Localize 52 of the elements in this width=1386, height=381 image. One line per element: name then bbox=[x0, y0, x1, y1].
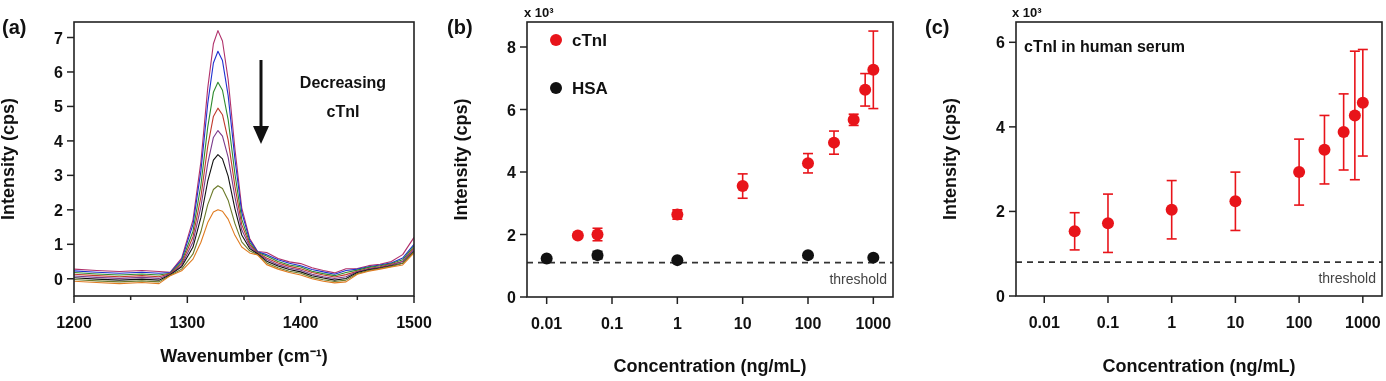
y-tick-label: 1 bbox=[54, 236, 64, 254]
annotation: cTnI in human serum bbox=[1024, 38, 1185, 55]
annotation: Decreasing cTnI bbox=[299, 74, 387, 120]
y-tick-label: 0 bbox=[507, 289, 517, 306]
x-tick-label: 10 bbox=[1226, 314, 1245, 331]
y-tick-label: 8 bbox=[507, 39, 517, 56]
x-tick-label: 1500 bbox=[396, 314, 432, 331]
x-axis-title: Wavenumber (cm⁻¹) bbox=[160, 346, 328, 366]
y-tick-label: 4 bbox=[996, 118, 1006, 136]
x-tick-label: 1300 bbox=[169, 314, 206, 331]
text: x 10³ bbox=[1012, 5, 1043, 20]
x-tick-label: 1 bbox=[672, 315, 682, 332]
y-tick-label: 5 bbox=[54, 98, 64, 116]
y-tick-label: 6 bbox=[996, 34, 1006, 52]
x-axis-title: Concentration (ng/mL) bbox=[613, 356, 807, 376]
line-series bbox=[74, 185, 414, 283]
chart-title: (b) bbox=[447, 16, 473, 38]
x-tick-label: 1400 bbox=[282, 314, 319, 331]
x-tick-label: 0.1 bbox=[600, 315, 624, 332]
x-tick-label: 1200 bbox=[56, 314, 92, 331]
y-tick-label: 0 bbox=[54, 270, 64, 288]
y-tick-label: 0 bbox=[996, 288, 1006, 305]
y-tick-label: 6 bbox=[54, 63, 64, 81]
x-tick-label: 100 bbox=[794, 315, 822, 332]
legend-label: HSA bbox=[572, 79, 608, 98]
y-axis-title: Intensity (cps) bbox=[451, 98, 471, 221]
y-tick-label: 6 bbox=[507, 101, 517, 119]
x-tick-label: 1 bbox=[1167, 314, 1177, 331]
y-tick-label: 2 bbox=[996, 203, 1006, 221]
x-axis-title: Concentration (ng/mL) bbox=[1102, 356, 1296, 376]
y-axis-title: Intensity (cps) bbox=[0, 97, 18, 221]
x-tick-label: 1000 bbox=[1345, 314, 1381, 331]
x-tick-label: 0.01 bbox=[531, 315, 563, 332]
x-tick-label: 1000 bbox=[855, 315, 892, 332]
y-tick-label: 2 bbox=[54, 201, 64, 219]
x-tick-label: 10 bbox=[733, 315, 752, 332]
y-axis-title: Intensity (cps) bbox=[940, 97, 960, 221]
y-tick-label: 4 bbox=[507, 164, 517, 181]
x-tick-label: 0.1 bbox=[1096, 314, 1120, 331]
chart-title: (c) bbox=[925, 16, 950, 38]
x-tick-label: 100 bbox=[1285, 314, 1313, 331]
ref-line-label: threshold bbox=[1318, 270, 1376, 287]
x-tick-label: 0.01 bbox=[1028, 314, 1060, 331]
y-tick-label: 4 bbox=[54, 132, 64, 150]
y-tick-label: 2 bbox=[507, 226, 517, 244]
y-tick-label: 3 bbox=[54, 167, 64, 185]
line-series bbox=[74, 209, 414, 285]
ref-line-label: threshold bbox=[829, 270, 887, 287]
text: x 10³ bbox=[524, 5, 555, 20]
legend-label: cTnI bbox=[572, 31, 607, 50]
y-tick-label: 7 bbox=[54, 29, 64, 47]
chart-title: (a) bbox=[2, 16, 27, 38]
